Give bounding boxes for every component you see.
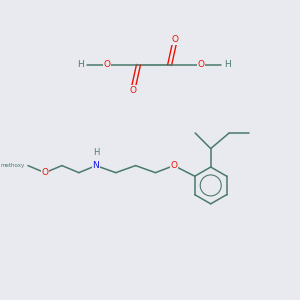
Text: O: O [41,168,48,177]
Text: methoxy: methoxy [1,163,25,168]
Text: O: O [104,61,111,70]
Text: O: O [170,161,177,170]
Text: H: H [77,61,84,70]
Text: O: O [129,86,136,95]
Text: N: N [93,161,99,170]
Text: O: O [172,35,179,44]
Text: O: O [197,61,204,70]
Text: H: H [224,61,231,70]
Text: H: H [93,148,99,157]
